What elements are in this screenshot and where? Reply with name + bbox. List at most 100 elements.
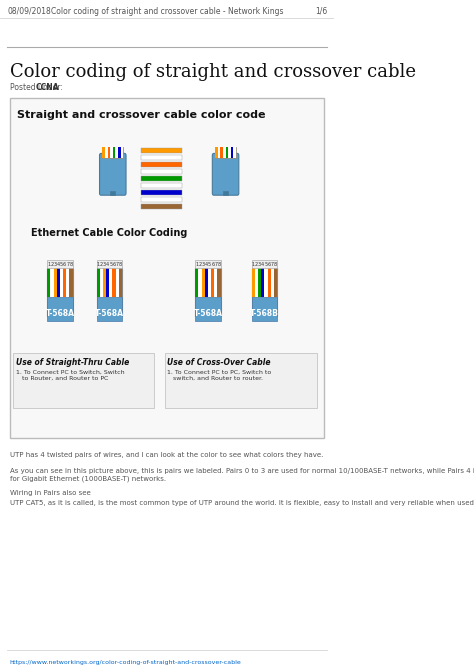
Bar [231, 147, 233, 157]
Bar [252, 268, 277, 316]
Bar [226, 147, 228, 157]
Bar [108, 147, 110, 157]
Bar [211, 268, 214, 297]
Bar [141, 176, 182, 181]
Bar [141, 190, 182, 195]
Bar [141, 162, 182, 167]
Text: Posted under:: Posted under: [10, 83, 65, 92]
Text: CCNA: CCNA [35, 83, 59, 92]
Text: 8: 8 [70, 262, 73, 267]
Text: 3: 3 [103, 262, 106, 267]
Bar [110, 191, 115, 195]
Bar [201, 268, 205, 297]
Bar [115, 147, 118, 157]
Text: 1: 1 [47, 262, 50, 267]
Text: 8: 8 [274, 262, 277, 267]
Text: 1: 1 [97, 262, 100, 267]
Text: T-568B: T-568B [250, 310, 279, 318]
Bar [110, 147, 113, 157]
Text: 5: 5 [60, 262, 63, 267]
Bar [47, 268, 50, 297]
Text: 1/6: 1/6 [315, 7, 327, 15]
Text: 8: 8 [218, 262, 220, 267]
Bar [47, 297, 73, 321]
Bar [215, 147, 236, 157]
Text: 08/09/2018: 08/09/2018 [7, 7, 51, 15]
Text: 2: 2 [100, 262, 103, 267]
Bar [215, 147, 218, 157]
Bar [141, 183, 182, 188]
Bar [223, 147, 226, 157]
Text: 7: 7 [214, 262, 218, 267]
Text: 8: 8 [119, 262, 122, 267]
Bar [54, 268, 57, 297]
Bar [97, 268, 100, 297]
Bar [102, 147, 105, 157]
Bar [271, 268, 274, 297]
Bar [195, 297, 220, 321]
Text: T-568A: T-568A [95, 310, 124, 318]
Text: 4: 4 [57, 262, 60, 267]
Text: 6: 6 [112, 262, 116, 267]
Text: UTP CAT5, as it is called, is the most common type of UTP around the world. It i: UTP CAT5, as it is called, is the most c… [10, 500, 474, 506]
Bar [103, 268, 106, 297]
Bar [120, 147, 123, 157]
Text: Use of Cross-Over Cable: Use of Cross-Over Cable [167, 358, 271, 367]
Bar [47, 268, 73, 316]
Text: 4: 4 [261, 262, 264, 267]
Bar [223, 191, 228, 195]
Text: T-568A: T-568A [193, 310, 222, 318]
Text: 3: 3 [54, 262, 57, 267]
Bar [228, 147, 231, 157]
Text: 1: 1 [252, 262, 255, 267]
Bar [195, 268, 199, 297]
Text: Wiring in Pairs also see: Wiring in Pairs also see [10, 490, 91, 496]
Bar [252, 268, 255, 297]
Bar [116, 268, 119, 297]
Text: 1. To Connect PC to PC, Switch to
   switch, and Router to router.: 1. To Connect PC to PC, Switch to switch… [167, 370, 271, 381]
Bar [50, 268, 54, 297]
FancyBboxPatch shape [212, 153, 239, 195]
Bar [264, 268, 267, 297]
Bar [106, 268, 109, 297]
Bar [141, 197, 182, 202]
Bar [252, 297, 277, 321]
Bar [267, 268, 271, 297]
Text: 3: 3 [201, 262, 205, 267]
FancyBboxPatch shape [10, 98, 324, 438]
Text: Straight and crossover cable color code: Straight and crossover cable color code [17, 110, 265, 120]
Bar [205, 268, 208, 297]
Bar [66, 268, 69, 297]
Bar [252, 260, 277, 268]
Bar [258, 268, 261, 297]
Text: 6: 6 [63, 262, 66, 267]
Bar [109, 268, 112, 297]
Bar [100, 268, 103, 297]
Bar [47, 260, 73, 268]
Bar [195, 260, 220, 268]
Bar [141, 169, 182, 174]
Bar [57, 268, 60, 297]
Text: 4: 4 [106, 262, 109, 267]
Text: 2: 2 [255, 262, 258, 267]
Text: 5: 5 [264, 262, 267, 267]
Text: 1: 1 [195, 262, 199, 267]
Bar [113, 147, 115, 157]
Text: As you can see in this picture above, this is pairs we labeled. Pairs 0 to 3 are: As you can see in this picture above, th… [10, 468, 474, 482]
Text: 2: 2 [50, 262, 54, 267]
Text: 7: 7 [116, 262, 119, 267]
Text: 7: 7 [66, 262, 69, 267]
Bar [195, 268, 220, 316]
Bar [141, 204, 182, 209]
Text: Color coding of straight and crossover cable: Color coding of straight and crossover c… [10, 63, 416, 81]
Bar [255, 268, 258, 297]
Text: Ethernet Cable Color Coding: Ethernet Cable Color Coding [31, 228, 187, 238]
Text: Color coding of straight and crossover cable - Network Kings: Color coding of straight and crossover c… [51, 7, 283, 15]
Text: 3: 3 [258, 262, 261, 267]
Bar [13, 353, 155, 408]
Bar [220, 147, 223, 157]
Text: 1. To Connect PC to Switch, Switch
   to Router, and Router to PC: 1. To Connect PC to Switch, Switch to Ro… [16, 370, 124, 381]
Bar [261, 268, 264, 297]
Bar [218, 268, 220, 297]
Bar [165, 353, 317, 408]
